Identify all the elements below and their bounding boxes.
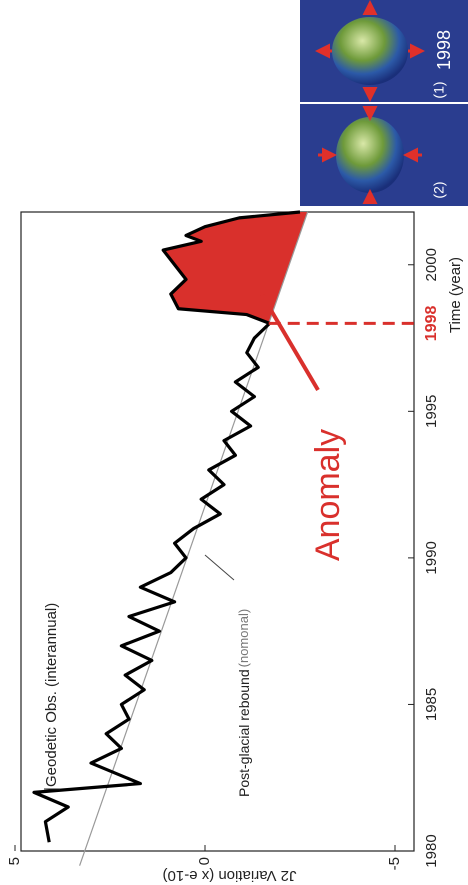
- plot-frame: [20, 211, 415, 852]
- rebound-note: (nomonal): [236, 609, 251, 668]
- panel-year: 1998: [434, 30, 454, 70]
- anomaly-year: 1998: [423, 305, 440, 341]
- observed-line: [32, 210, 301, 843]
- y-tick-label: 5: [6, 857, 23, 865]
- x-tick-label: 1990: [423, 541, 440, 574]
- anomaly-arrow: [260, 292, 320, 392]
- anomaly-label: Anomaly: [309, 429, 347, 561]
- rebound-text: Post-glacial rebound: [236, 669, 252, 797]
- x-axis-title: Time (year): [447, 257, 464, 333]
- arrows: [315, 0, 425, 204]
- globe: [336, 117, 404, 193]
- y-axis-title: J2 Variation (x e-10): [163, 867, 297, 884]
- x-tick-label: 1995: [423, 395, 440, 428]
- x-tick-label: 2000: [423, 248, 440, 281]
- globe: [332, 17, 408, 85]
- x-tick-label: 1985: [423, 688, 440, 721]
- panel-label: (2): [431, 181, 447, 198]
- chart: 1980 1985 1990 1995 2000 -5 0 5 Time (year) J2 Va…: [6, 210, 464, 884]
- rebound-label: Post-glacial rebound(nomonal): [236, 609, 252, 797]
- anomaly-fill: [163, 212, 308, 324]
- observed-label: Geodetic Obs. (interannual): [43, 603, 60, 787]
- y-tick-label: -5: [386, 857, 403, 870]
- trend-line: [79, 211, 309, 866]
- globe-panels: 1998 (1) (2): [300, 0, 468, 206]
- x-tick-label: 1980: [423, 834, 440, 867]
- panel-label: (1): [431, 81, 447, 98]
- rebound-leader: [204, 554, 235, 581]
- y-tick-label: 0: [196, 857, 213, 865]
